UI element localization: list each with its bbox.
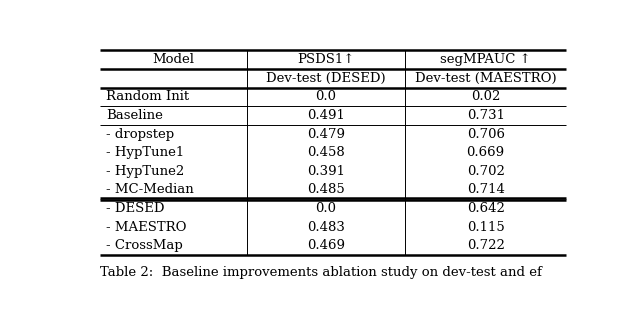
Text: Dev-test (DESED): Dev-test (DESED) [266,72,386,85]
Text: segMPAUC ↑: segMPAUC ↑ [440,53,531,66]
Text: 0.714: 0.714 [467,184,504,196]
Text: 0.115: 0.115 [467,221,504,234]
Text: 0.0: 0.0 [316,90,337,103]
Text: Model: Model [152,53,195,66]
Text: 0.479: 0.479 [307,127,345,141]
Text: 0.485: 0.485 [307,184,345,196]
Text: 0.702: 0.702 [467,165,504,178]
Text: - HypTune1: - HypTune1 [106,146,184,159]
Text: 0.706: 0.706 [467,127,505,141]
Text: 0.483: 0.483 [307,221,345,234]
Text: 0.731: 0.731 [467,109,505,122]
Text: Table 2:  Baseline improvements ablation study on dev-test and ef: Table 2: Baseline improvements ablation … [100,266,541,279]
Text: - dropstep: - dropstep [106,127,174,141]
Text: - DESED: - DESED [106,202,164,215]
Text: 0.642: 0.642 [467,202,504,215]
Text: 0.669: 0.669 [467,146,505,159]
Text: - CrossMap: - CrossMap [106,239,182,252]
Text: 0.458: 0.458 [307,146,345,159]
Text: - MC-Median: - MC-Median [106,184,193,196]
Text: Dev-test (MAESTRO): Dev-test (MAESTRO) [415,72,556,85]
Text: 0.0: 0.0 [316,202,337,215]
Text: 0.722: 0.722 [467,239,504,252]
Text: - HypTune2: - HypTune2 [106,165,184,178]
Text: PSDS1↑: PSDS1↑ [297,53,355,66]
Text: 0.469: 0.469 [307,239,345,252]
Text: 0.491: 0.491 [307,109,345,122]
Text: Baseline: Baseline [106,109,163,122]
Text: 0.02: 0.02 [471,90,500,103]
Text: 0.391: 0.391 [307,165,345,178]
Text: Random Init: Random Init [106,90,189,103]
Text: - MAESTRO: - MAESTRO [106,221,186,234]
